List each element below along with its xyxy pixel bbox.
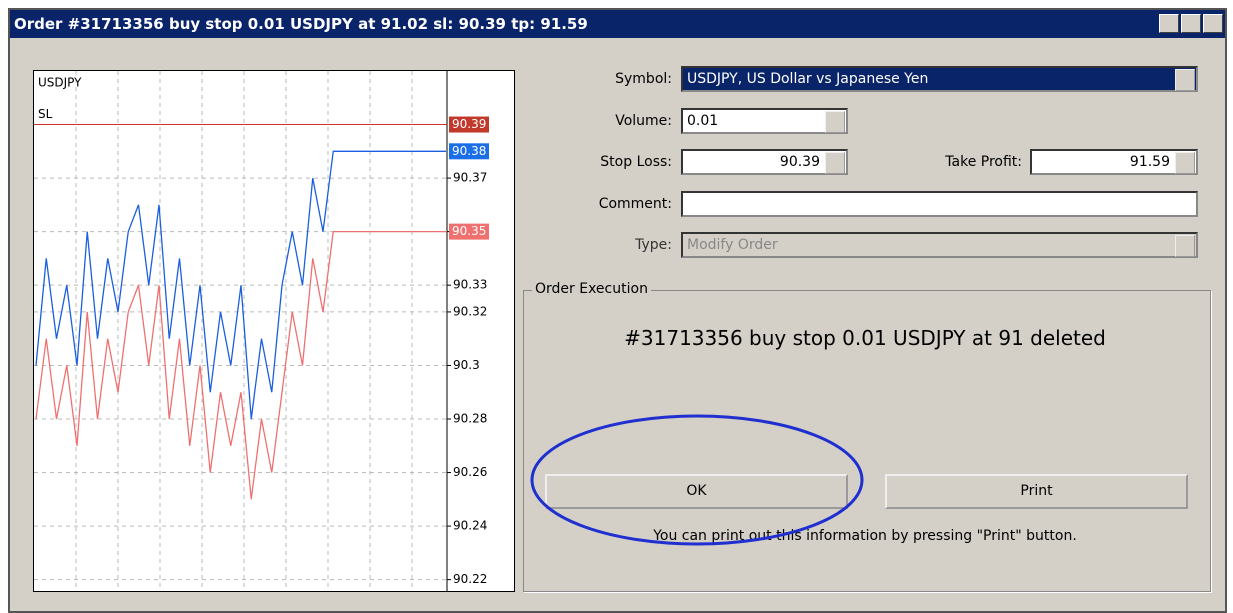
y-tick-label: 90.26 (453, 465, 487, 479)
y-tick-label: 90.22 (453, 572, 487, 586)
price-marker-label: 90.35 (452, 224, 486, 238)
title-bar: Order #31713356 buy stop 0.01 USDJPY at … (10, 10, 1225, 38)
group-legend: Order Execution (532, 281, 651, 297)
value: 0.01 (687, 113, 719, 129)
chart-title: USDJPY (38, 76, 82, 90)
value: Modify Order (687, 237, 778, 253)
price-line (35, 150, 446, 420)
price-marker-label: 90.39 (452, 117, 486, 131)
y-tick-label: 90.32 (453, 304, 487, 318)
volume-combo[interactable]: 0.01 (681, 108, 848, 134)
price-marker (449, 223, 489, 240)
label: Volume: (615, 113, 672, 129)
dropdown[interactable] (825, 111, 845, 133)
label: Stop Loss: (600, 154, 672, 170)
label: Symbol: (615, 71, 672, 87)
spinner[interactable] (1175, 152, 1195, 174)
take-profit-field[interactable]: 91.59 (1030, 149, 1198, 175)
message: #31713356 buy stop 0.01 USDJPY at 91 del… (624, 326, 1106, 350)
price-line (35, 230, 446, 500)
print-button[interactable]: Print (885, 474, 1188, 509)
label: Take Profit: (945, 154, 1022, 170)
value: 91.59 (1129, 154, 1170, 170)
spinner[interactable] (825, 152, 845, 174)
y-tick-label: 90.33 (453, 278, 487, 292)
symbol-combo[interactable]: USDJPY, US Dollar vs Japanese Yen (681, 66, 1198, 92)
label: Comment: (598, 196, 672, 212)
type-combo: Modify Order (681, 232, 1198, 258)
y-tick-label: 90.24 (453, 519, 487, 533)
ok-button[interactable]: OK (545, 474, 848, 509)
price-marker (449, 116, 489, 133)
y-tick-label: 90.28 (453, 412, 487, 426)
comment-field[interactable] (681, 191, 1198, 217)
y-tick-label: 90.3 (453, 358, 480, 372)
maximize-button[interactable] (1181, 14, 1201, 33)
minimize-button[interactable] (1159, 14, 1179, 33)
y-tick-label: 90.37 (453, 171, 487, 185)
stop-loss-field[interactable]: 90.39 (681, 149, 848, 175)
value: USDJPY, US Dollar vs Japanese Yen (687, 71, 929, 87)
chart: 90.22 90.24 90.26 90.28 90.3 90.32 90.33 90.35 9… (33, 70, 515, 592)
close-button[interactable] (1203, 14, 1223, 33)
price-marker (449, 143, 489, 160)
dropdown (1175, 235, 1195, 257)
value: 90.39 (779, 154, 820, 170)
sl-label: SL (38, 107, 53, 121)
label: Type: (635, 237, 672, 253)
group-box (523, 290, 1211, 592)
price-marker-label: 90.38 (452, 144, 486, 158)
dropdown[interactable] (1175, 69, 1195, 91)
note: You can print out this information by pr… (653, 528, 1077, 544)
